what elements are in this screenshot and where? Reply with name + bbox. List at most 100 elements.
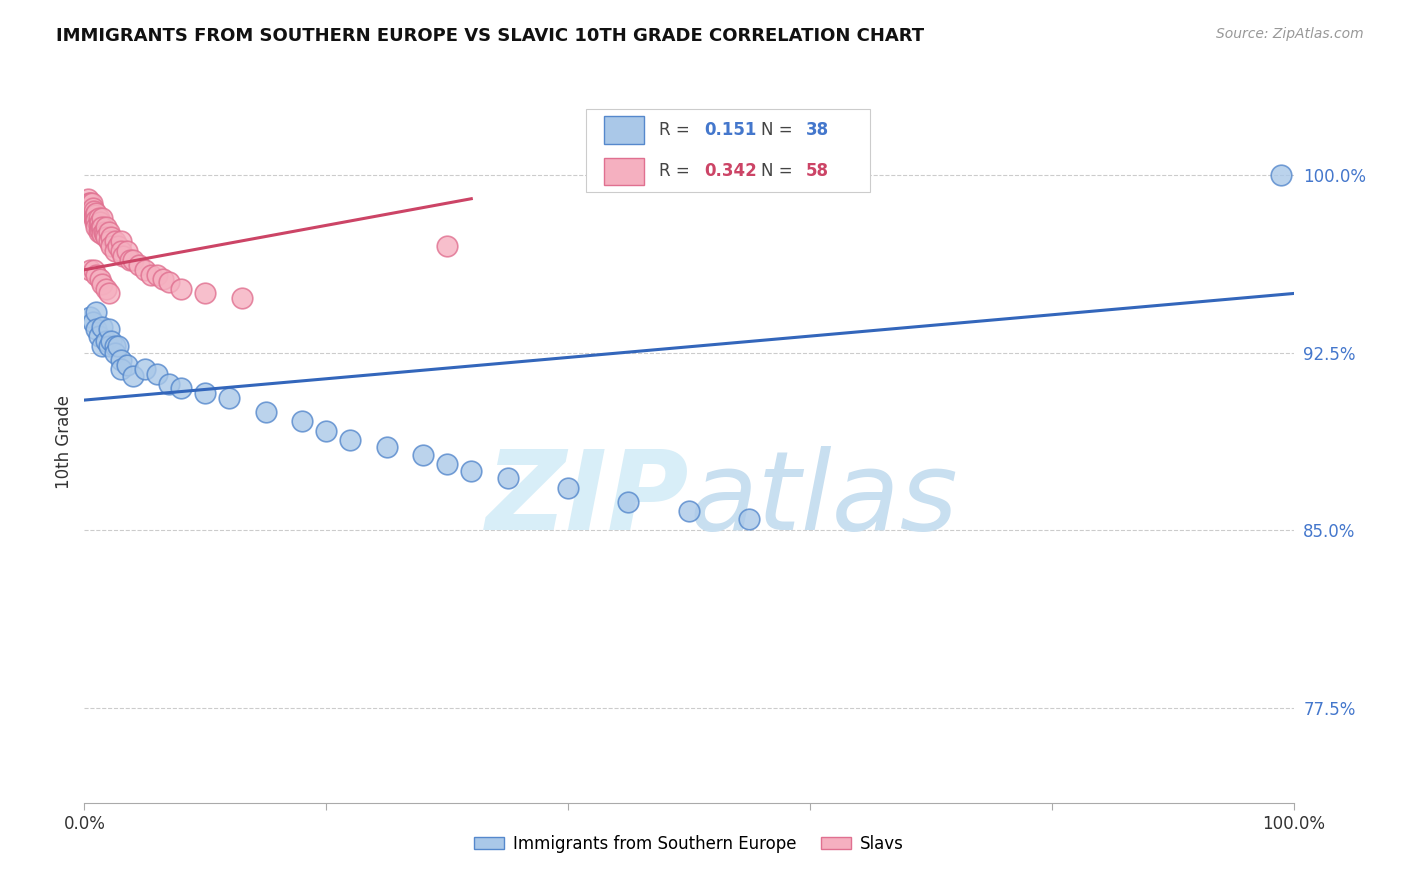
Point [91,211,114,225]
Point [152,272,174,286]
Point [412,448,434,462]
Point [291,414,314,428]
Point [112,249,135,263]
Point [110,244,132,258]
Text: ZIP: ZIP [485,446,689,553]
Point [84,208,107,222]
Point [134,262,156,277]
Point [86,322,108,336]
Point [91,227,114,242]
Point [254,405,277,419]
Point [94,227,117,242]
Point [93,225,115,239]
Point [110,362,132,376]
Point [315,424,337,438]
Point [94,282,117,296]
Point [86,220,108,235]
Point [460,464,482,478]
Point [86,268,108,282]
Text: 38: 38 [806,121,830,139]
Point [110,235,132,249]
Point [97,338,120,352]
Text: R =: R = [659,121,695,139]
Legend: Immigrants from Southern Europe, Slavs: Immigrants from Southern Europe, Slavs [468,828,910,860]
Point [97,322,120,336]
Point [194,286,217,301]
Point [121,369,143,384]
Point [91,319,114,334]
Text: R =: R = [659,162,695,180]
Point [436,239,458,253]
Point [86,305,108,319]
FancyBboxPatch shape [586,109,870,193]
Point [738,511,761,525]
Point [107,338,129,352]
Point [104,345,127,359]
Point [79,196,101,211]
Bar [605,116,644,144]
Point [97,286,120,301]
Point [375,441,398,455]
Point [77,192,100,206]
Point [128,258,150,272]
Point [80,196,103,211]
Point [86,213,108,227]
Point [94,334,117,348]
Point [218,391,240,405]
Point [121,253,143,268]
Point [83,203,105,218]
Point [339,434,361,448]
Text: 0.342: 0.342 [704,162,758,180]
Point [84,215,107,229]
Point [115,244,138,258]
Point [100,334,122,348]
Point [557,481,579,495]
Point [107,239,129,253]
Point [97,225,120,239]
Point [100,239,122,253]
Point [104,338,127,352]
Point [83,211,105,225]
Point [89,272,111,286]
Point [678,504,700,518]
Point [617,495,640,509]
Point [97,235,120,249]
Point [87,218,110,232]
Point [91,277,114,291]
Point [146,367,169,381]
Point [79,310,101,325]
Point [120,253,142,268]
Point [94,220,117,235]
Point [87,211,110,225]
Point [231,291,253,305]
Point [115,358,138,372]
Point [86,206,108,220]
Text: atlas: atlas [689,446,957,553]
Point [134,362,156,376]
Point [157,275,180,289]
Y-axis label: 10th Grade: 10th Grade [55,394,73,489]
Point [87,225,110,239]
Point [170,282,193,296]
Text: N =: N = [762,162,799,180]
Point [90,220,112,235]
Text: Source: ZipAtlas.com: Source: ZipAtlas.com [1216,27,1364,41]
Point [79,203,101,218]
Text: IMMIGRANTS FROM SOUTHERN EUROPE VS SLAVIC 10TH GRADE CORRELATION CHART: IMMIGRANTS FROM SOUTHERN EUROPE VS SLAVI… [56,27,924,45]
Text: N =: N = [762,121,799,139]
Point [104,235,127,249]
Point [89,222,111,236]
Point [157,376,180,391]
Point [139,268,162,282]
Point [1270,168,1292,182]
Point [100,229,122,244]
Point [104,244,127,258]
Point [170,381,193,395]
Point [91,338,114,352]
Point [110,352,132,367]
Point [146,268,169,282]
Point [82,315,104,329]
Text: 58: 58 [806,162,830,180]
Point [89,215,111,229]
Point [82,208,104,222]
